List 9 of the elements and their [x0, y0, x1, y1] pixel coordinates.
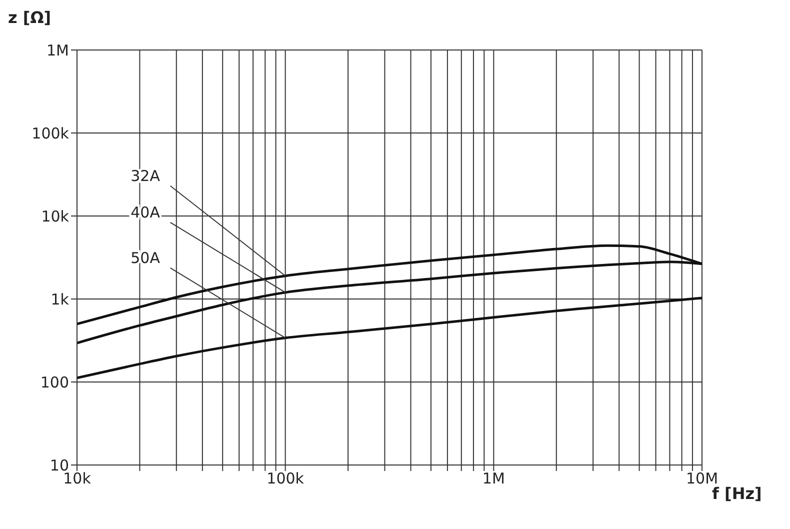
y-tick-label: 10k	[41, 207, 70, 226]
y-axis-title: z [Ω]	[8, 8, 52, 27]
x-tick-label: 100k	[266, 470, 304, 488]
y-tick-label: 100	[40, 373, 69, 392]
y-tick-label: 1k	[50, 290, 70, 308]
y-tick-label: 100k	[32, 124, 70, 142]
x-tick-label: 10k	[63, 470, 92, 488]
y-tick-label: 1M	[46, 41, 69, 60]
x-tick-label: 1M	[482, 470, 505, 488]
